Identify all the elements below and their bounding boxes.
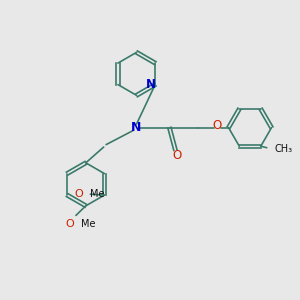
Text: Me: Me — [81, 219, 95, 230]
Text: N: N — [146, 78, 156, 91]
Text: O: O — [172, 149, 182, 163]
Text: O: O — [213, 119, 222, 132]
Text: Me: Me — [90, 189, 105, 199]
Text: O: O — [75, 189, 83, 199]
Text: O: O — [65, 219, 74, 229]
Text: CH₃: CH₃ — [274, 144, 292, 154]
Text: N: N — [131, 121, 142, 134]
